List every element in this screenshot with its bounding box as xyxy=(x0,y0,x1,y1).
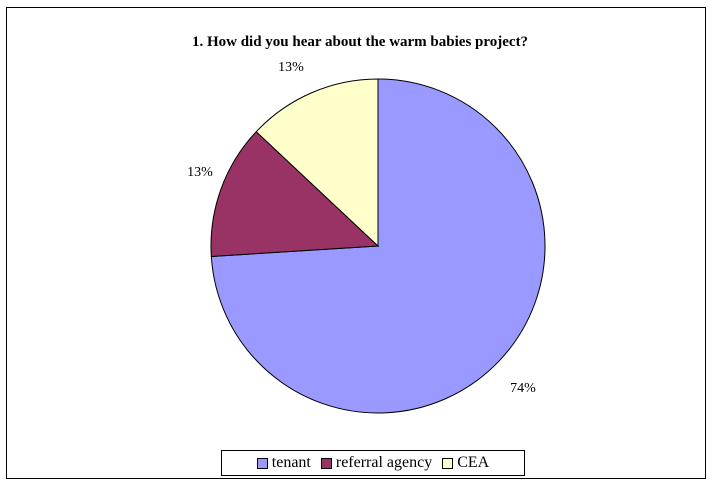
pie-slice-cea xyxy=(255,78,379,248)
data-label-referral-agency: 13% xyxy=(187,165,213,180)
legend-item-cea: CEA xyxy=(442,454,489,472)
data-label-cea: 13% xyxy=(278,60,304,75)
legend-label-referral-agency: referral agency xyxy=(335,454,433,471)
legend-item-tenant: tenant xyxy=(256,454,311,472)
chart-title: 1. How did you hear about the warm babie… xyxy=(191,34,529,50)
legend-item-referral-agency: referral agency xyxy=(320,454,433,472)
legend-swatch-tenant xyxy=(256,457,268,469)
legend-swatch-cea xyxy=(442,457,454,469)
pie-slice-referral-agency xyxy=(210,130,380,258)
legend-label-cea: CEA xyxy=(457,454,490,471)
legend: tenant referral agency CEA xyxy=(221,450,525,476)
legend-swatch-referral-agency xyxy=(320,457,332,469)
data-label-tenant: 74% xyxy=(510,381,536,396)
legend-label-tenant: tenant xyxy=(271,454,311,471)
